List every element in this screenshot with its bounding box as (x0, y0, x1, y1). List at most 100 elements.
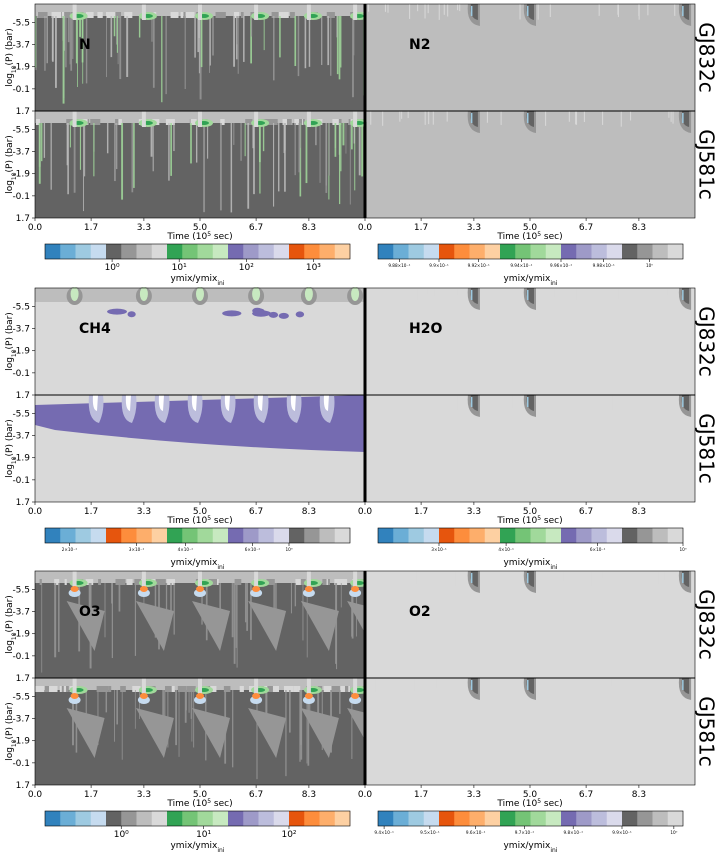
tick-streak (432, 111, 434, 125)
streak (164, 690, 166, 735)
tick-streak (416, 288, 418, 300)
colorbar-swatch (334, 244, 351, 259)
tick-streak (617, 4, 619, 18)
tick-streak (618, 288, 620, 300)
colorbar-swatch (423, 811, 440, 826)
ch4-core (196, 287, 204, 301)
streak (336, 16, 339, 75)
tick-streak (366, 111, 368, 122)
streak (351, 123, 353, 150)
streak (345, 123, 347, 154)
purple-region (35, 395, 365, 452)
streak (178, 690, 180, 757)
colorbar-swatch (469, 811, 486, 826)
band-patch (208, 579, 218, 585)
colorbar-swatch (228, 528, 244, 543)
colorbar-tick-label: 9.8×10⁻¹ (564, 830, 584, 835)
spike (198, 4, 202, 20)
streak (75, 16, 78, 64)
orange-feature (252, 693, 261, 699)
x-axis-label: Time (105 sec) (496, 515, 562, 527)
band-patch (290, 12, 295, 18)
colorbar-label: ymix/ymixini (170, 558, 224, 571)
colorbar-swatch (530, 244, 547, 259)
x-label-sup: 5 (207, 231, 211, 238)
colorbar-swatch (90, 811, 107, 826)
colorbar-swatch (319, 811, 336, 826)
streak (198, 16, 200, 39)
tick-streak (611, 395, 613, 411)
streak (244, 583, 247, 623)
tick-streak (376, 288, 378, 304)
x-tick-label: 6.7 (249, 223, 263, 233)
streak (85, 16, 88, 84)
band-patch (273, 686, 280, 692)
x-tick-label: 0.0 (358, 790, 373, 800)
panel-1-l-bot (34, 394, 366, 503)
band-patch (98, 579, 102, 585)
spike-blue (682, 680, 684, 690)
streak (199, 16, 202, 100)
colorbar-swatch (500, 244, 516, 259)
colorbar-tick-label: 9.96×10⁻¹ (550, 263, 572, 268)
streak (285, 690, 287, 777)
y-tick-label: 1.7 (16, 214, 30, 224)
band-patch (100, 686, 109, 692)
streak (162, 690, 165, 730)
streak (43, 123, 46, 158)
streak (152, 16, 155, 88)
streak (335, 583, 337, 664)
plume (135, 601, 174, 651)
colorbar-swatch (182, 244, 198, 259)
streak (170, 123, 172, 176)
streak (194, 16, 196, 58)
spike (353, 111, 358, 127)
purple-blob (255, 308, 265, 315)
band-patch (96, 686, 104, 692)
tick-streak (602, 111, 604, 125)
y-tick-label: -5.5 (12, 585, 30, 595)
tick-streak (650, 288, 652, 299)
panel-2-r-top (364, 570, 696, 679)
colorbar-swatch (667, 528, 684, 543)
streak (193, 690, 195, 748)
colorbar-swatch (484, 811, 501, 826)
streak (262, 123, 265, 152)
x-tick-label: 0.0 (28, 507, 43, 517)
orange-feature (70, 693, 79, 699)
colorbar-swatch (545, 811, 562, 826)
band-patch (166, 579, 176, 585)
streak (299, 690, 301, 762)
y-tick-label: -5.5 (12, 302, 30, 312)
colorbar-swatch (606, 244, 623, 259)
spike (306, 678, 311, 694)
orange-feature (196, 586, 204, 592)
streak (116, 123, 118, 170)
colorbar-swatch (243, 244, 259, 259)
streak (191, 690, 193, 742)
streak (231, 583, 234, 638)
band-patch (245, 119, 253, 125)
colorbar-frame (377, 810, 684, 827)
streak (212, 16, 214, 56)
streak (247, 123, 250, 209)
y-tick-label: -3.7 (12, 148, 30, 158)
streak (340, 16, 342, 68)
white-plume (323, 395, 329, 411)
tick-streak (509, 395, 511, 404)
band-patch (190, 119, 197, 125)
tick-streak (617, 4, 619, 15)
band-patch (233, 12, 240, 18)
tick-streak (456, 395, 458, 411)
x-label-sup: 5 (537, 231, 541, 238)
band-patch (331, 686, 339, 692)
x-tick-label: 3.3 (467, 223, 481, 233)
tick-streak (598, 678, 600, 691)
panel-2-l-top (34, 570, 386, 679)
colorbar-swatch (151, 811, 168, 826)
tick-streak (457, 288, 459, 296)
tick-streak (568, 111, 570, 122)
orange-feature (139, 693, 148, 699)
tick-streak (464, 678, 466, 689)
colorbar-tick-label: 6×10⁻¹ (245, 547, 261, 552)
